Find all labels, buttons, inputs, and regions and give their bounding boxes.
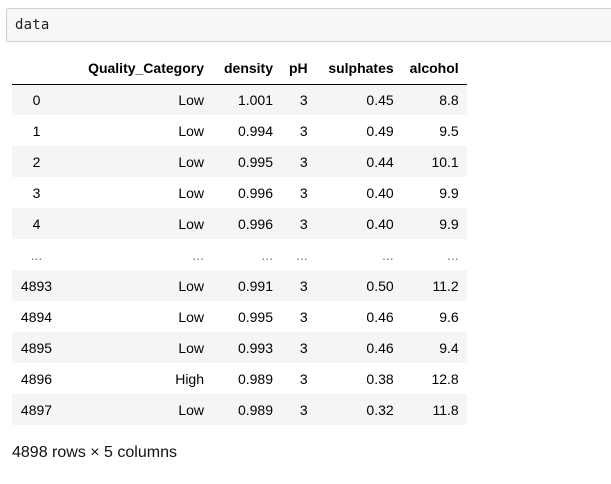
cell-density: 0.995 [237,153,273,170]
cell-density: 0.994 [237,122,273,139]
cell-density: 0.993 [237,339,273,356]
table-row: 4895 Low 0.993 3 0.46 9.4 [12,332,467,363]
cell-ph: 3 [299,277,308,294]
cell-quality-category: Low [178,277,204,294]
cell-density: 0.989 [237,370,273,387]
cell-alcohol: 11.2 [432,277,459,294]
cell-ph: ... [296,246,308,263]
cell-ph: 3 [299,401,308,418]
cell-quality-category: High [175,370,204,387]
row-index: 4895 [20,339,53,356]
cell-density: 1.001 [237,91,273,108]
cell-quality-category: ... [192,246,204,263]
cell-sulphates: 0.46 [366,308,394,325]
cell-sulphates: 0.38 [366,370,394,387]
row-index: 0 [32,91,41,108]
row-index: 1 [32,122,41,139]
cell-alcohol: ... [447,246,459,263]
table-header-row: Quality_Category density pH sulphates al… [12,52,467,85]
row-index: 4897 [20,401,53,418]
dataframe-table: Quality_Category density pH sulphates al… [12,52,467,425]
cell-density: 0.996 [237,215,273,232]
table-row: 1 Low 0.994 3 0.49 9.5 [12,115,467,146]
table-row: 2 Low 0.995 3 0.44 10.1 [12,146,467,177]
cell-ph: 3 [299,339,308,356]
cell-ph: 3 [299,91,308,108]
cell-ph: 3 [299,122,308,139]
cell-quality-category: Low [178,122,204,139]
cell-ph: 3 [299,184,308,201]
cell-sulphates: 0.46 [366,339,394,356]
cell-quality-category: Low [178,215,204,232]
header-index [12,52,62,85]
row-index: 4 [32,215,41,232]
cell-quality-category: Low [178,184,204,201]
dataframe-shape-text: 4898 rows × 5 columns [12,444,177,461]
table-row: 4896 High 0.989 3 0.38 12.8 [12,363,467,394]
cell-alcohol: 9.4 [439,339,459,356]
header-quality-category: Quality_Category [62,52,212,85]
row-index: 2 [32,153,41,170]
cell-alcohol: 12.8 [431,370,459,387]
row-index: 4894 [20,308,53,325]
cell-density: 0.991 [237,277,273,294]
cell-sulphates: 0.50 [366,277,394,294]
table-row: 3 Low 0.996 3 0.40 9.9 [12,177,467,208]
cell-density: ... [261,246,273,263]
cell-density: 0.995 [237,308,273,325]
cell-sulphates: 0.45 [366,91,394,108]
cell-sulphates: ... [382,246,394,263]
table-row: 4897 Low 0.989 3 0.32 11.8 [12,394,467,425]
cell-quality-category: Low [178,153,204,170]
cell-alcohol: 11.8 [432,401,459,418]
cell-sulphates: 0.49 [366,122,394,139]
cell-quality-category: Low [178,401,204,418]
code-text: data [15,17,50,33]
cell-alcohol: 9.5 [439,122,459,139]
header-ph: pH [281,52,316,85]
cell-alcohol: 9.9 [439,184,459,201]
table-row: 4894 Low 0.995 3 0.46 9.6 [12,301,467,332]
header-alcohol: alcohol [401,52,467,85]
cell-alcohol: 10.1 [431,153,459,170]
row-index: 3 [32,184,41,201]
cell-ph: 3 [299,215,308,232]
code-cell-input[interactable]: data [6,8,611,42]
cell-density: 0.996 [237,184,273,201]
table-row: 4893 Low 0.991 3 0.50 11.2 [12,270,467,301]
row-index: 4896 [20,370,53,387]
cell-quality-category: Low [178,339,204,356]
cell-alcohol: 9.9 [439,215,459,232]
table-row: 0 Low 1.001 3 0.45 8.8 [12,84,467,115]
cell-sulphates: 0.32 [366,401,394,418]
cell-sulphates: 0.40 [366,215,394,232]
table-row-ellipsis: ... ... ... ... ... ... [12,239,467,270]
cell-quality-category: Low [178,308,204,325]
cell-alcohol: 8.8 [439,91,459,108]
header-sulphates: sulphates [315,52,402,85]
row-index: 4893 [20,277,53,294]
cell-density: 0.989 [237,401,273,418]
cell-sulphates: 0.44 [366,153,394,170]
cell-alcohol: 9.6 [439,308,459,325]
cell-sulphates: 0.40 [366,184,394,201]
cell-ph: 3 [299,308,308,325]
cell-ph: 3 [299,153,308,170]
cell-ph: 3 [299,370,308,387]
header-density: density [212,52,281,85]
row-index: ... [30,246,43,263]
cell-quality-category: Low [178,91,204,108]
table-row: 4 Low 0.996 3 0.40 9.9 [12,208,467,239]
